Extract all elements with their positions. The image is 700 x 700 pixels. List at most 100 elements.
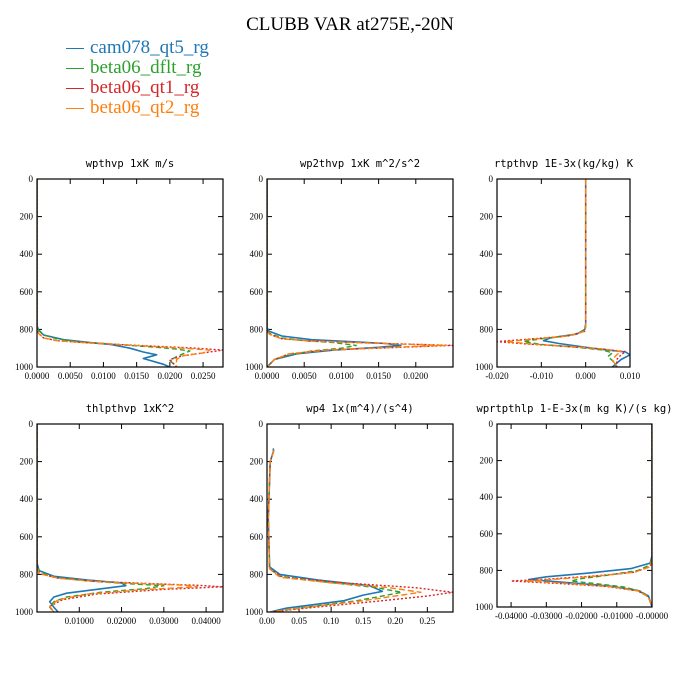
x-tick-label: 0.010 xyxy=(620,371,641,381)
y-tick-label: 600 xyxy=(480,529,494,539)
plot-frame xyxy=(266,178,454,368)
chart-title: thlpthvp 1xK^2 xyxy=(86,403,175,415)
x-tick-label: -0.010 xyxy=(530,371,554,381)
plot-frame xyxy=(36,423,224,613)
series-line-beta06_dflt_rg xyxy=(37,179,191,367)
series-line-beta06_qt2_rg xyxy=(505,179,622,367)
y-tick-label: 800 xyxy=(480,324,494,334)
legend-label: beta06_dflt_rg xyxy=(90,57,202,78)
y-tick-label: 400 xyxy=(480,492,494,502)
series-line-beta06_qt2_rg xyxy=(267,450,422,612)
y-tick-label: 600 xyxy=(20,532,34,542)
x-tick-label: -0.01000 xyxy=(601,611,634,621)
series-line-beta06_qt1_rg xyxy=(267,450,453,612)
x-tick-label: 0.0000 xyxy=(255,371,280,381)
chart-series-group xyxy=(510,424,652,607)
legend-swatch xyxy=(66,88,84,90)
chart-series-group xyxy=(267,448,453,612)
x-tick-label: 0.0000 xyxy=(25,371,50,381)
y-tick-label: 200 xyxy=(250,457,264,467)
y-tick-label: 600 xyxy=(250,532,264,542)
chart-title: rtpthvp 1E-3x(kg/kg) K xyxy=(494,158,634,170)
series-line-beta06_dflt_rg xyxy=(570,424,652,607)
legend: cam078_qt5_rg beta06_dflt_rg beta06_qt1_… xyxy=(66,38,209,118)
x-tick-label: -0.02000 xyxy=(565,611,598,621)
x-tick-label: 0.0100 xyxy=(329,371,354,381)
legend-swatch xyxy=(66,68,84,70)
y-tick-label: 600 xyxy=(250,287,264,297)
chart-panel-2: wp2thvp 1xK m^2/s^2020040060080010000.00… xyxy=(245,158,454,381)
x-tick-label: 0.15 xyxy=(355,616,371,626)
y-tick-label: 400 xyxy=(250,249,264,259)
x-tick-label: 0.0150 xyxy=(124,371,149,381)
y-tick-label: 400 xyxy=(480,249,494,259)
series-line-beta06_qt1_rg xyxy=(37,179,223,367)
y-tick-label: 0 xyxy=(29,419,34,429)
series-line-beta06_qt2_rg xyxy=(37,424,199,612)
y-tick-label: 1000 xyxy=(245,607,264,617)
legend-item-beta06-qt1: beta06_qt1_rg xyxy=(66,78,209,98)
legend-label: beta06_qt1_rg xyxy=(90,77,200,98)
y-tick-label: 600 xyxy=(20,287,34,297)
plot-frame xyxy=(266,423,454,613)
y-tick-label: 200 xyxy=(20,212,34,222)
chart-series-group xyxy=(497,179,630,367)
y-tick-label: 0 xyxy=(259,419,264,429)
legend-item-beta06-qt2: beta06_qt2_rg xyxy=(66,98,209,118)
series-line-beta06_qt1_rg xyxy=(497,179,627,367)
y-tick-label: 600 xyxy=(480,287,494,297)
series-line-beta06_qt2_rg xyxy=(524,424,652,607)
y-tick-label: 200 xyxy=(480,456,494,466)
x-tick-label: 0.0250 xyxy=(191,371,216,381)
chart-title: wp2thvp 1xK m^2/s^2 xyxy=(300,158,420,170)
x-tick-label: 0.0150 xyxy=(366,371,391,381)
plot-frame xyxy=(496,178,631,368)
y-tick-label: 200 xyxy=(20,457,34,467)
x-tick-label: 0.0050 xyxy=(292,371,317,381)
series-line-beta06_dflt_rg xyxy=(267,450,403,612)
series-line-cam078_qt5_rg xyxy=(267,448,384,612)
x-tick-label: -0.020 xyxy=(485,371,509,381)
y-tick-label: 800 xyxy=(250,569,264,579)
x-tick-label: 0.01000 xyxy=(65,616,95,626)
x-tick-label: 0.00 xyxy=(259,616,275,626)
x-tick-label: 0.10 xyxy=(323,616,339,626)
x-tick-label: 0.20 xyxy=(387,616,403,626)
y-tick-label: 200 xyxy=(250,212,264,222)
legend-item-cam078: cam078_qt5_rg xyxy=(66,38,209,58)
x-tick-label: 0.0100 xyxy=(91,371,116,381)
y-tick-label: 1000 xyxy=(15,607,34,617)
page-title: CLUBB VAR at275E,-20N xyxy=(246,14,454,35)
y-tick-label: 800 xyxy=(250,324,264,334)
y-tick-label: 0 xyxy=(259,174,264,184)
x-tick-label: -0.04000 xyxy=(495,611,528,621)
x-tick-label: 0.25 xyxy=(419,616,435,626)
x-tick-label: 0.0200 xyxy=(157,371,182,381)
legend-label: cam078_qt5_rg xyxy=(90,37,209,58)
chart-series-group xyxy=(37,179,223,367)
y-tick-label: 1000 xyxy=(475,602,494,612)
x-tick-label: 0.05 xyxy=(291,616,307,626)
plot-frame xyxy=(36,178,224,368)
x-tick-label: 0.03000 xyxy=(149,616,179,626)
y-tick-label: 800 xyxy=(20,569,34,579)
chart-panel-3: rtpthvp 1E-3x(kg/kg) K02004006008001000-… xyxy=(475,158,641,381)
legend-swatch xyxy=(66,48,84,50)
x-tick-label: 0.04000 xyxy=(191,616,221,626)
y-tick-label: 400 xyxy=(20,249,34,259)
series-line-beta06_qt1_rg xyxy=(267,179,453,367)
y-tick-label: 400 xyxy=(20,494,34,504)
series-line-cam078_qt5_rg xyxy=(37,424,127,612)
x-tick-label: 0.0200 xyxy=(403,371,428,381)
y-tick-label: 0 xyxy=(489,174,494,184)
y-tick-label: 800 xyxy=(480,565,494,575)
chart-title: wpthvp 1xK m/s xyxy=(86,158,175,170)
y-tick-label: 1000 xyxy=(245,362,264,372)
x-tick-label: 0.02000 xyxy=(107,616,137,626)
y-tick-label: 400 xyxy=(250,494,264,504)
x-tick-label: -0.03000 xyxy=(530,611,563,621)
y-tick-label: 1000 xyxy=(15,362,34,372)
series-line-beta06_qt2_rg xyxy=(267,179,447,367)
